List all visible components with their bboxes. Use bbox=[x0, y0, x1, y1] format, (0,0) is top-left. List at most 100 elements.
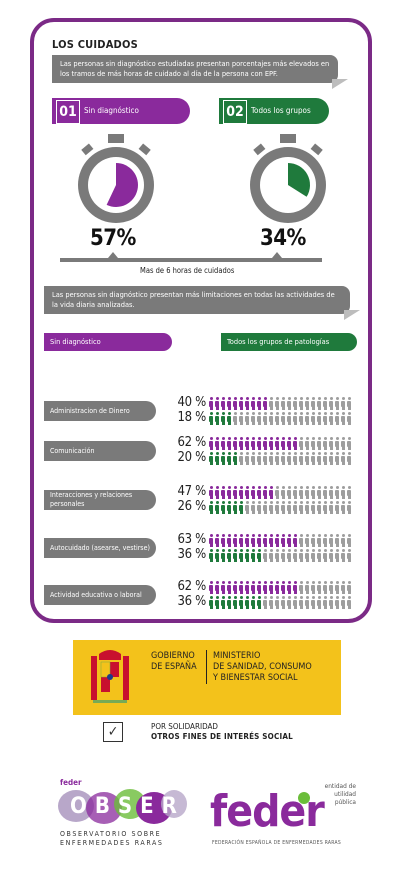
person-icon bbox=[340, 452, 346, 465]
person-icon bbox=[232, 549, 238, 562]
person-icon bbox=[346, 452, 352, 465]
axis-line bbox=[60, 258, 322, 262]
person-icon bbox=[250, 501, 256, 514]
person-icon bbox=[244, 397, 250, 410]
person-icon bbox=[220, 596, 226, 609]
group-number: 02 bbox=[223, 100, 247, 124]
person-icon bbox=[328, 486, 334, 499]
person-icon bbox=[304, 501, 310, 514]
person-icon bbox=[262, 549, 268, 562]
activity-label: Actividad educativa o laboral bbox=[44, 585, 156, 605]
person-icon bbox=[322, 501, 328, 514]
person-icon bbox=[256, 534, 262, 547]
pictogram-row bbox=[208, 452, 352, 465]
person-icon bbox=[226, 437, 232, 450]
legend-sin-diagnostico: Sin diagnóstico bbox=[44, 333, 172, 351]
intro-text: Las personas sin diagnóstico estudiadas … bbox=[60, 59, 330, 78]
person-icon bbox=[328, 549, 334, 562]
person-icon bbox=[310, 581, 316, 594]
person-icon bbox=[340, 581, 346, 594]
person-icon bbox=[292, 581, 298, 594]
person-icon bbox=[268, 397, 274, 410]
person-icon bbox=[322, 452, 328, 465]
person-icon bbox=[292, 397, 298, 410]
person-icon bbox=[298, 501, 304, 514]
pictogram-row bbox=[208, 412, 352, 425]
person-icon bbox=[220, 501, 226, 514]
percent-todos-grupos: 26 % bbox=[177, 499, 206, 514]
person-icon bbox=[250, 412, 256, 425]
person-icon bbox=[316, 452, 322, 465]
person-icon bbox=[226, 581, 232, 594]
person-icon bbox=[340, 596, 346, 609]
person-icon bbox=[280, 534, 286, 547]
gobierno-text: GOBIERNO DE ESPAÑA bbox=[151, 651, 197, 672]
person-icon bbox=[328, 534, 334, 547]
person-icon bbox=[250, 397, 256, 410]
person-icon bbox=[226, 412, 232, 425]
person-icon bbox=[292, 596, 298, 609]
person-icon bbox=[292, 501, 298, 514]
person-icon bbox=[310, 437, 316, 450]
person-icon bbox=[310, 412, 316, 425]
person-icon bbox=[232, 452, 238, 465]
person-icon bbox=[334, 437, 340, 450]
person-icon bbox=[262, 581, 268, 594]
person-icon bbox=[244, 596, 250, 609]
percent-sin-diagnostico: 47 % bbox=[177, 484, 206, 499]
person-icon bbox=[250, 534, 256, 547]
person-icon bbox=[322, 534, 328, 547]
person-icon bbox=[262, 534, 268, 547]
person-icon bbox=[298, 596, 304, 609]
person-icon bbox=[208, 486, 214, 499]
person-icon bbox=[316, 501, 322, 514]
person-icon bbox=[268, 549, 274, 562]
person-icon bbox=[346, 397, 352, 410]
person-icon bbox=[208, 437, 214, 450]
pictogram-row bbox=[208, 581, 352, 594]
person-icon bbox=[340, 501, 346, 514]
person-icon bbox=[220, 581, 226, 594]
person-icon bbox=[262, 397, 268, 410]
person-icon bbox=[226, 397, 232, 410]
person-icon bbox=[346, 437, 352, 450]
person-icon bbox=[316, 437, 322, 450]
obser-word: OBSER bbox=[70, 794, 185, 819]
person-icon bbox=[286, 534, 292, 547]
coat-of-arms-icon bbox=[91, 650, 129, 703]
person-icon bbox=[304, 534, 310, 547]
person-icon bbox=[262, 486, 268, 499]
person-icon bbox=[280, 581, 286, 594]
legend-todos-grupos: Todos los grupos de patologías bbox=[221, 333, 357, 351]
pictogram-row bbox=[208, 486, 352, 499]
person-icon bbox=[214, 596, 220, 609]
person-icon bbox=[262, 437, 268, 450]
group-tag-sin-diagnostico: 01 Sin diagnóstico bbox=[52, 98, 190, 124]
person-icon bbox=[334, 581, 340, 594]
person-icon bbox=[322, 397, 328, 410]
feder-note: entidad de utilidad pública bbox=[324, 782, 356, 806]
person-icon bbox=[280, 452, 286, 465]
person-icon bbox=[256, 581, 262, 594]
person-icon bbox=[340, 486, 346, 499]
person-icon bbox=[316, 549, 322, 562]
person-icon bbox=[238, 486, 244, 499]
person-icon bbox=[286, 412, 292, 425]
person-icon bbox=[208, 581, 214, 594]
person-icon bbox=[304, 412, 310, 425]
percent-sin-diagnostico: 63 % bbox=[177, 532, 206, 547]
person-icon bbox=[280, 397, 286, 410]
checkbox-icon: ✓ bbox=[103, 722, 123, 742]
person-icon bbox=[304, 452, 310, 465]
intro2-ribbon: Las personas sin diagnóstico presentan m… bbox=[44, 286, 360, 320]
person-icon bbox=[310, 501, 316, 514]
person-icon bbox=[274, 534, 280, 547]
person-icon bbox=[334, 452, 340, 465]
solidaridad-line1: POR SOLIDARIDAD bbox=[151, 722, 218, 731]
person-icon bbox=[208, 452, 214, 465]
person-icon bbox=[268, 596, 274, 609]
person-icon bbox=[280, 501, 286, 514]
person-icon bbox=[280, 596, 286, 609]
person-icon bbox=[322, 596, 328, 609]
person-icon bbox=[214, 397, 220, 410]
